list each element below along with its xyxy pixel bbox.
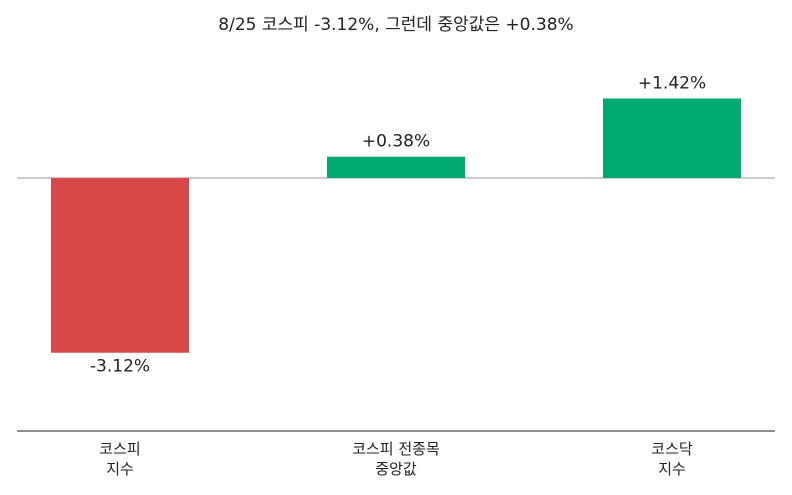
chart-title: 8/25 코스피 -3.12%, 그런데 중앙값은 +0.38% bbox=[218, 15, 573, 35]
bar bbox=[51, 178, 189, 353]
value-label: +1.42% bbox=[638, 73, 706, 93]
value-label: -3.12% bbox=[90, 357, 150, 377]
x-tick-label: 코스피 지수 bbox=[99, 440, 141, 478]
x-tick-label: 코스닥 지수 bbox=[651, 440, 693, 478]
x-tick-label: 코스피 전종목 중앙값 bbox=[352, 440, 440, 478]
bar bbox=[603, 98, 741, 178]
bar bbox=[327, 156, 465, 178]
value-label: +0.38% bbox=[362, 132, 430, 152]
